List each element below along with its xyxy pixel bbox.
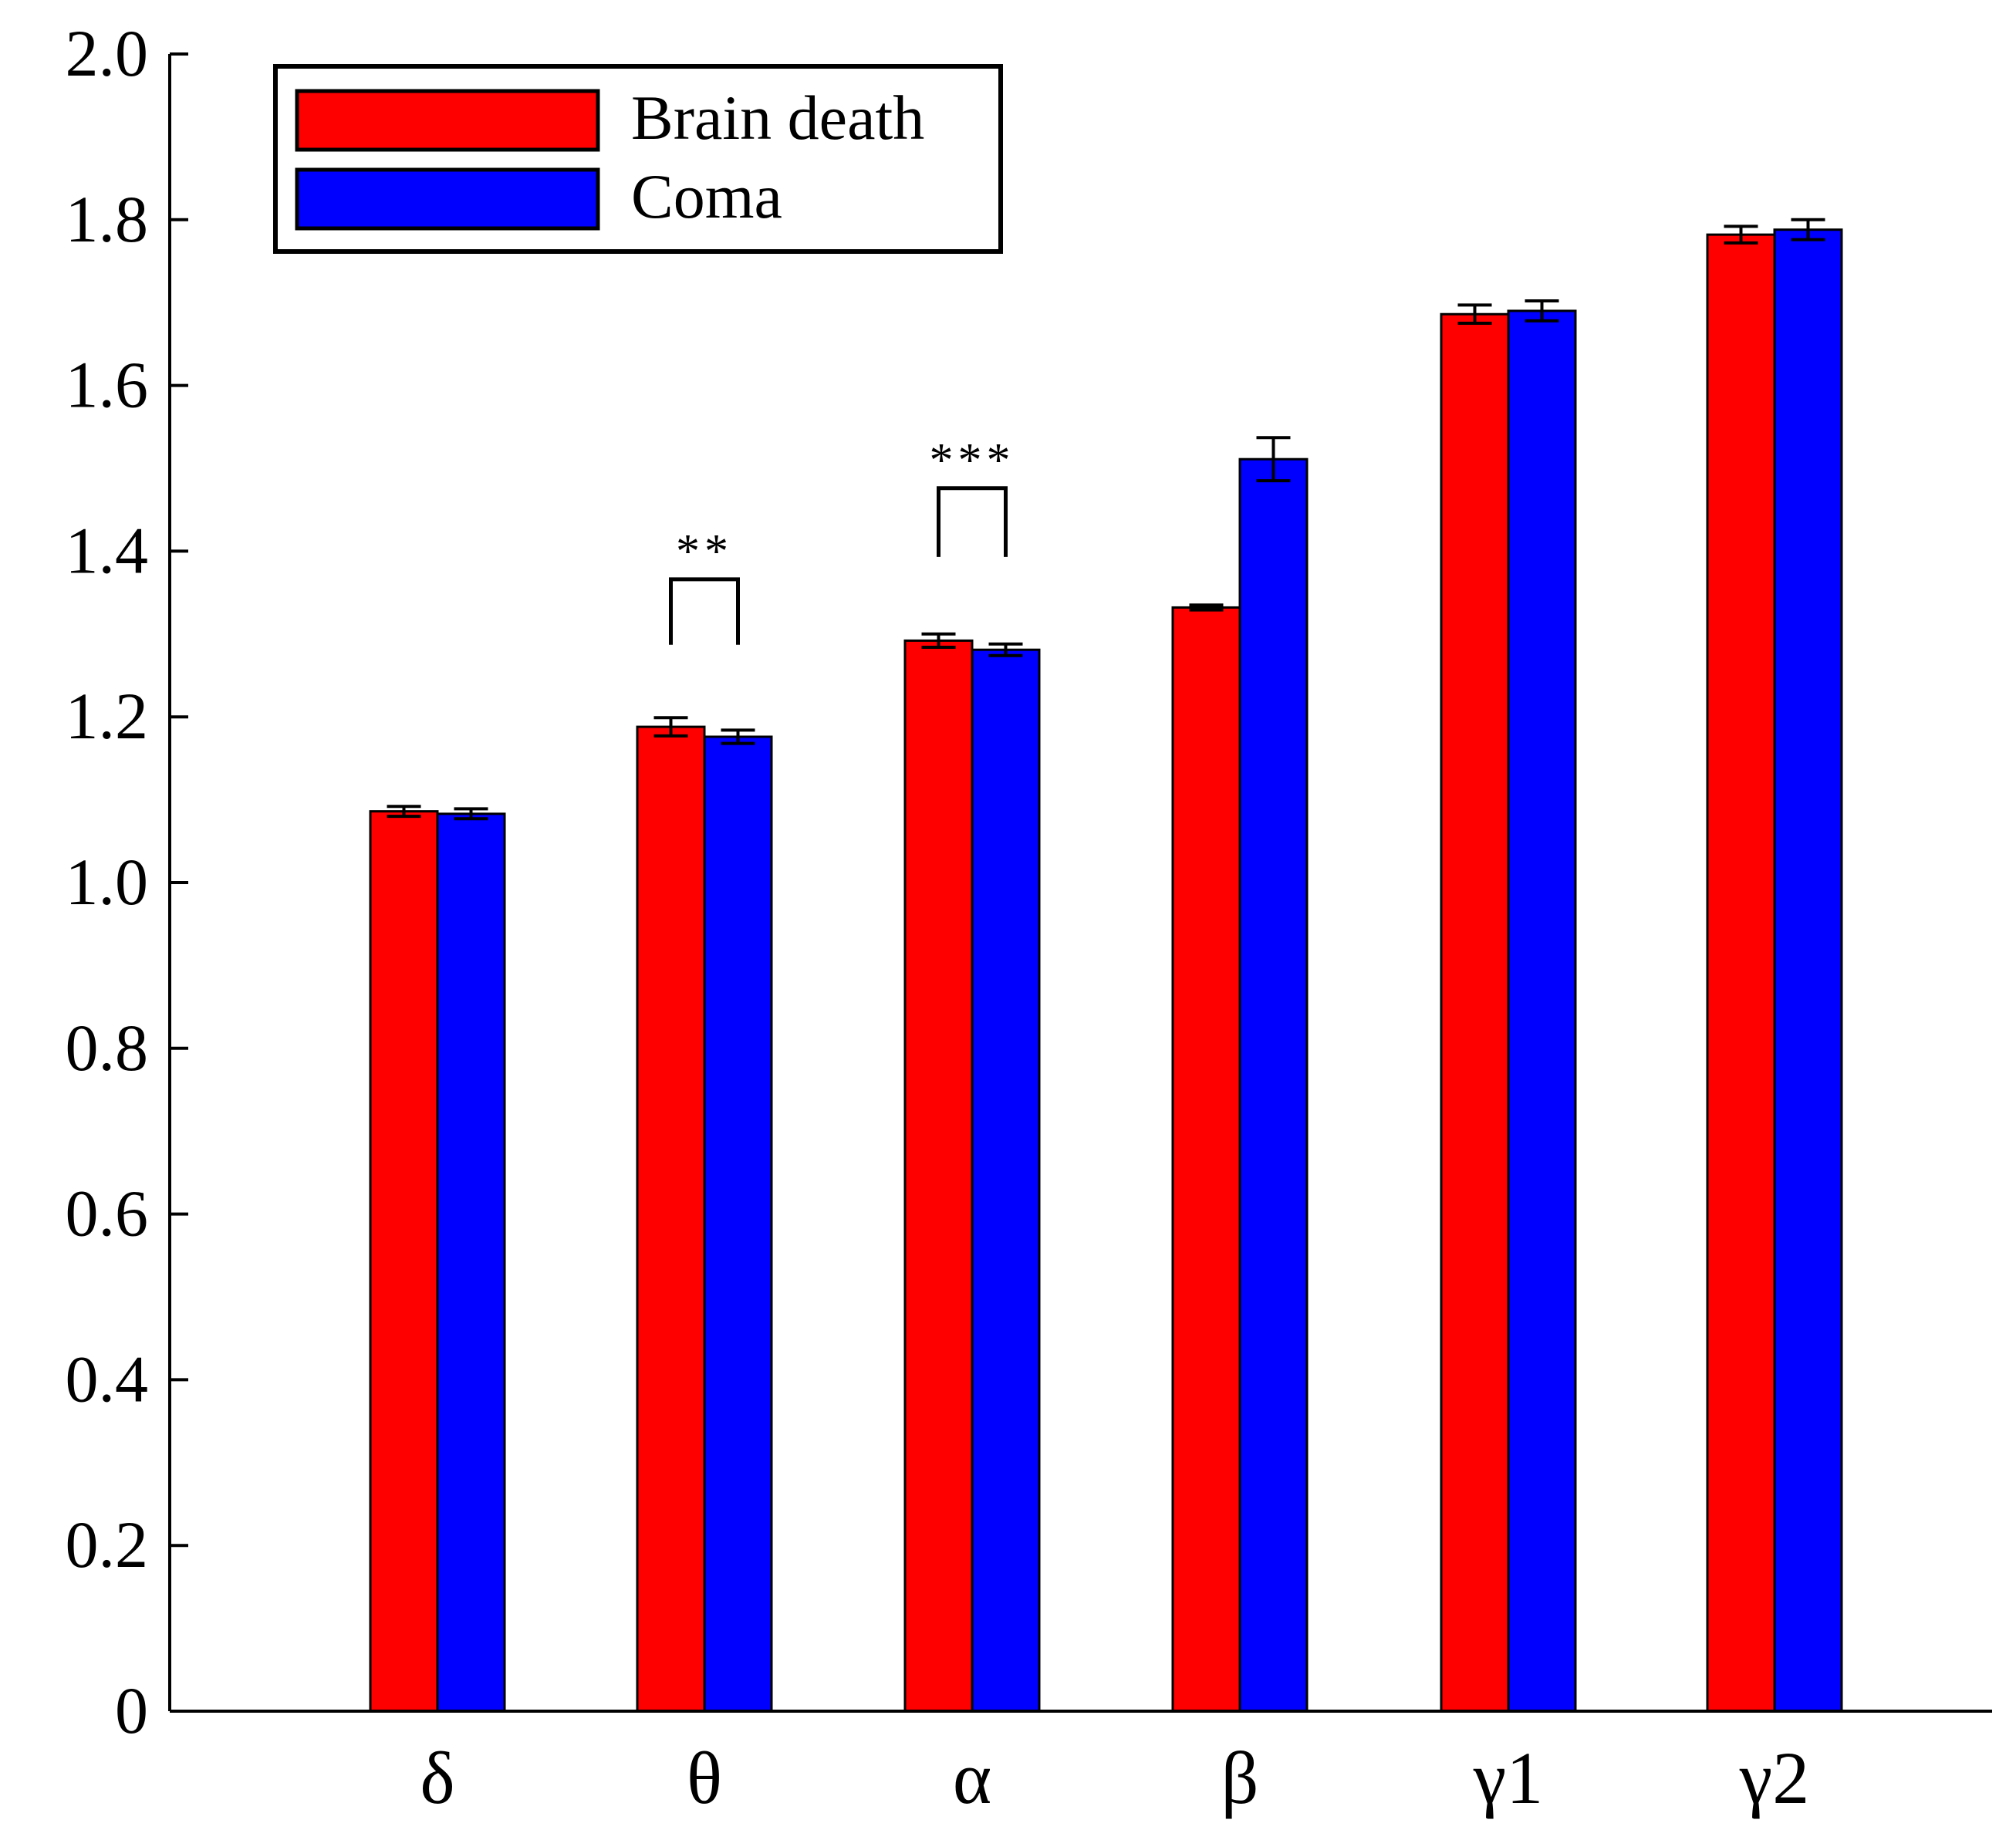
x-tick-label-2: α [953,1737,991,1819]
y-tick-label-4: 0.8 [66,1011,149,1085]
significance-label-0: ** [676,525,733,578]
error-bar-coma-5 [1791,218,1825,241]
legend: Brain death Coma [273,64,1003,254]
bar-brain-death-2 [903,639,974,1713]
error-bar-brain-death-4 [1457,303,1492,326]
bar-coma-3 [1238,457,1309,1713]
error-bar-coma-2 [988,642,1023,657]
error-bar-coma-3 [1256,436,1291,483]
bar-coma-0 [436,812,506,1713]
legend-swatch-brain-death [295,89,600,152]
error-bar-brain-death-0 [387,805,421,819]
y-tick-label-5: 1.0 [66,845,149,919]
significance-layer: ***** [669,434,1015,645]
x-tick-label-1: θ [687,1737,722,1819]
legend-swatch-coma [295,167,600,231]
x-tick-label-0: δ [420,1737,454,1819]
error-bar-brain-death-3 [1189,603,1224,612]
y-tick-label-6: 1.2 [66,679,149,753]
significance-bracket-1 [937,486,1008,557]
significance-label-1: *** [930,434,1015,487]
significance-bracket-0 [669,577,740,645]
y-tick-label-9: 1.8 [66,182,149,256]
bar-brain-death-3 [1171,606,1241,1713]
error-bar-coma-0 [454,807,488,821]
bar-coma-2 [971,648,1041,1713]
bar-brain-death-0 [369,810,439,1713]
bar-brain-death-1 [636,725,706,1713]
y-tick-label-1: 0.2 [66,1507,149,1582]
bar-coma-4 [1507,309,1577,1713]
bar-coma-5 [1773,228,1843,1713]
y-tick-label-3: 0.6 [66,1177,149,1251]
error-bar-coma-1 [721,728,755,745]
legend-label-coma: Coma [631,161,782,231]
bar-brain-death-5 [1706,233,1776,1713]
error-bar-coma-4 [1525,299,1559,322]
error-bar-brain-death-2 [921,632,956,649]
y-tick-label-7: 1.4 [66,513,149,587]
error-bar-brain-death-5 [1724,225,1758,245]
legend-label-brain-death: Brain death [631,83,924,153]
y-tick-label-0: 0 [115,1673,148,1747]
error-bar-brain-death-1 [653,716,688,738]
x-tick-label-3: β [1221,1737,1259,1819]
y-tick-label-10: 2.0 [66,16,149,90]
axes-layer: 0 0.2 0.4 0.6 0.8 1.0 1.2 1.4 1.6 1.8 2.0 δ θ α β γ1 γ2 [66,16,1992,1819]
x-tick-label-5: γ2 [1739,1737,1809,1819]
bar-coma-1 [703,735,773,1713]
bar-brain-death-4 [1440,312,1510,1713]
error-bars-layer [387,218,1825,821]
y-tick-label-8: 1.6 [66,348,149,422]
bars-layer [369,228,1843,1713]
y-tick-label-2: 0.4 [66,1342,149,1416]
x-tick-label-4: γ1 [1473,1737,1543,1819]
